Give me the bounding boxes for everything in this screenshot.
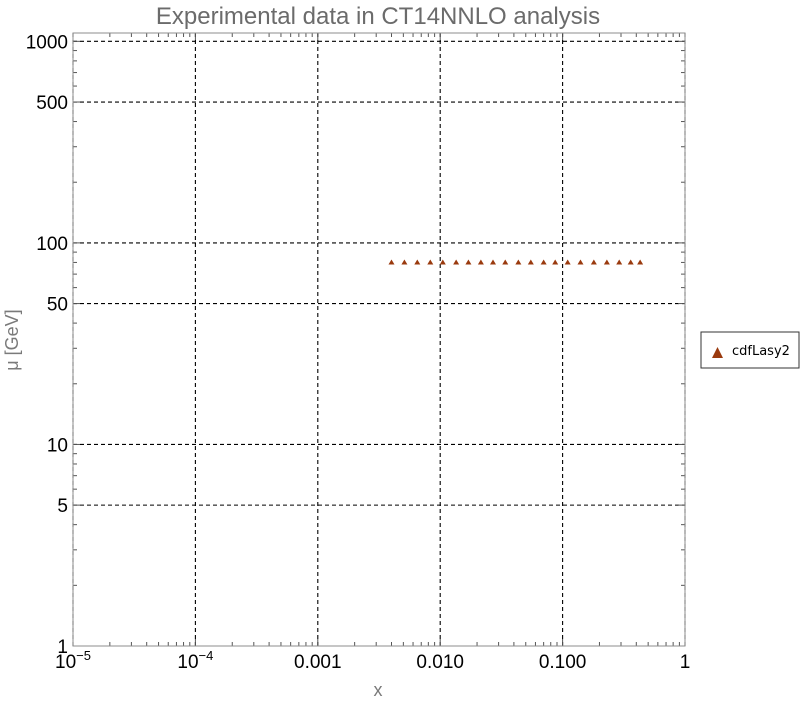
data-point-triangle bbox=[453, 259, 460, 265]
data-point-triangle bbox=[590, 259, 597, 265]
x-tick-label: 0.100 bbox=[539, 652, 587, 673]
x-axis-label: x bbox=[374, 680, 383, 700]
data-point-triangle bbox=[427, 259, 434, 265]
plot-frame bbox=[72, 32, 686, 647]
data-point-triangle bbox=[552, 259, 559, 265]
x-tick-label: 0.010 bbox=[416, 652, 464, 673]
y-tick-label: 100 bbox=[36, 234, 68, 255]
data-point-triangle bbox=[401, 259, 408, 265]
x-tick-labels: 10−5 10−4 0.001 0.010 0.100 1 bbox=[55, 648, 690, 673]
data-point-triangle bbox=[616, 259, 623, 265]
y-axis-label: μ [GeV] bbox=[2, 309, 22, 370]
x-tick-label: 10−5 bbox=[55, 648, 91, 673]
data-point-triangle bbox=[439, 259, 446, 265]
data-point-triangle bbox=[603, 259, 610, 265]
y-tick-label: 1000 bbox=[26, 32, 68, 53]
chart-title: Experimental data in CT14NNLO analysis bbox=[156, 3, 600, 30]
legend: cdfLasy2 bbox=[700, 331, 800, 369]
x-tick-label: 1 bbox=[680, 652, 691, 673]
x-tick-label: 10−4 bbox=[177, 648, 213, 673]
x-tick-label: 0.001 bbox=[294, 652, 342, 673]
data-points bbox=[388, 259, 644, 265]
y-tick-label: 500 bbox=[36, 93, 68, 114]
data-point-triangle bbox=[489, 259, 496, 265]
legend-marker-triangle-icon bbox=[712, 347, 723, 358]
data-point-triangle bbox=[502, 259, 509, 265]
data-point-triangle bbox=[515, 259, 522, 265]
data-point-triangle bbox=[465, 259, 472, 265]
data-point-triangle bbox=[577, 259, 584, 265]
data-point-triangle bbox=[388, 259, 395, 265]
y-tick-label: 5 bbox=[57, 496, 68, 517]
y-tick-labels: 1 5 10 50 100 500 1000 bbox=[26, 32, 68, 658]
axis-ticks bbox=[72, 33, 685, 647]
data-point-triangle bbox=[564, 259, 571, 265]
data-point-triangle bbox=[477, 259, 484, 265]
data-point-triangle bbox=[540, 259, 547, 265]
data-point-triangle bbox=[414, 259, 421, 265]
data-point-triangle bbox=[527, 259, 534, 265]
legend-label: cdfLasy2 bbox=[732, 344, 790, 359]
data-point-triangle bbox=[637, 259, 644, 265]
y-tick-label: 1 bbox=[57, 637, 68, 658]
y-tick-label: 10 bbox=[47, 435, 68, 456]
grid bbox=[72, 33, 686, 646]
y-tick-label: 50 bbox=[47, 295, 68, 316]
data-point-triangle bbox=[627, 259, 634, 265]
